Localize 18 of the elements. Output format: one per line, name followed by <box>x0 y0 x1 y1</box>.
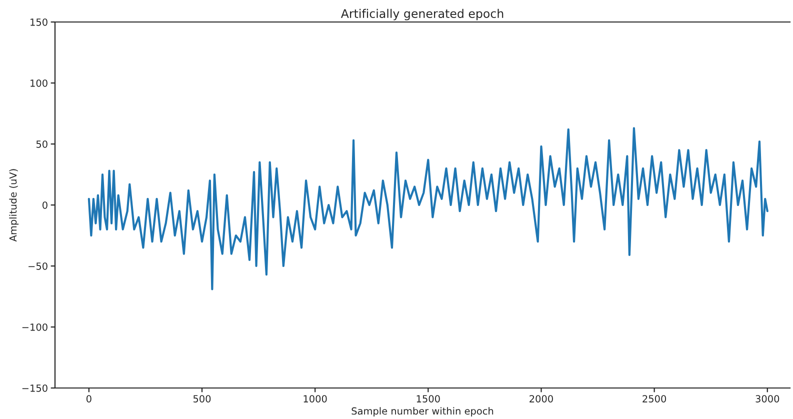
x-tick-label: 0 <box>86 395 92 402</box>
y-axis-title: Amplitude (uV) <box>9 169 19 242</box>
x-axis-title: Sample number within epoch <box>352 407 494 417</box>
y-tick-label: 0 <box>42 201 48 209</box>
y-tick-label: 50 <box>36 140 48 148</box>
chart-title: Artificially generated epoch <box>340 8 504 20</box>
x-tick-label: 1500 <box>416 395 440 402</box>
y-tick-label: 100 <box>30 79 48 87</box>
y-tick-label: −50 <box>28 262 48 270</box>
x-tick-label: 1000 <box>304 395 327 402</box>
line-series <box>88 127 768 290</box>
x-tick-label: 3000 <box>756 395 780 402</box>
y-tick-label: 150 <box>30 18 48 26</box>
x-tick-label: 500 <box>193 395 211 402</box>
x-tick-label: 2000 <box>530 395 553 402</box>
x-tick-label: 2500 <box>642 395 666 402</box>
y-tick-label: −100 <box>22 323 48 331</box>
y-tick-label: −150 <box>22 384 48 392</box>
